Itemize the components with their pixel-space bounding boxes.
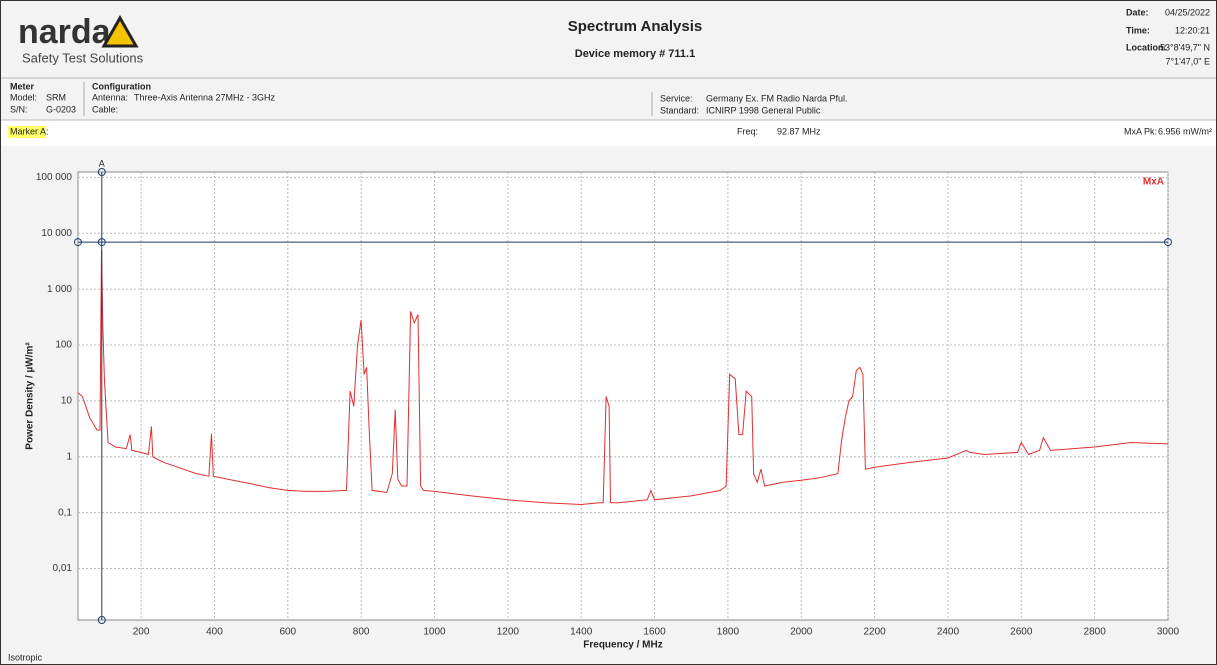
x-tick-label: 2600 (1010, 627, 1033, 638)
location-lon: 7°1'47,0" E (1165, 56, 1210, 66)
x-tick-label: 2200 (863, 627, 886, 638)
marker-handle (97, 616, 106, 624)
x-tick-label: 400 (206, 627, 223, 638)
model-label: Model: (10, 92, 37, 102)
x-tick-label: 800 (353, 627, 370, 638)
x-tick-label: 200 (133, 627, 150, 638)
x-tick-label: 1000 (423, 627, 446, 638)
marker-handle (74, 238, 82, 247)
y-tick-label: 1 (66, 451, 72, 462)
cable-label: Cable: (92, 104, 118, 114)
marker-label: A (99, 158, 105, 168)
x-tick-label: 2000 (790, 627, 813, 638)
marker-name: Marker A: (10, 126, 49, 136)
y-tick-label: 0,1 (58, 507, 72, 518)
location-label: Location: (1126, 42, 1167, 52)
marker-handle (97, 238, 106, 247)
marker-row (1, 120, 1216, 146)
x-tick-label: 600 (279, 627, 296, 638)
standard: ICNIRP 1998 General Public (706, 105, 821, 115)
title: Spectrum Analysis (568, 18, 703, 35)
antenna: Three-Axis Antenna 27MHz - 3GHz (134, 92, 276, 102)
y-tick-label: 0,01 (53, 563, 73, 574)
marker-highlight (8, 126, 46, 138)
x-tick-label: 1600 (643, 627, 666, 638)
y-tick-label: 1 000 (47, 284, 72, 295)
time-label: Time: (1126, 25, 1150, 35)
y-tick-label: 10 (61, 396, 73, 407)
standard-label: Standard: (660, 105, 699, 115)
config-heading: Configuration (92, 81, 151, 91)
marker-handle (97, 168, 106, 176)
service: Germany Ex. FM Radio Narda Pful. (706, 93, 848, 103)
location-lat: 53°8'49,7" N (1160, 42, 1210, 52)
model: SRM (46, 92, 66, 102)
logo: narda (18, 13, 112, 51)
x-tick-label: 1800 (717, 627, 740, 638)
x-tick-label: 2400 (937, 627, 960, 638)
date-label: Date: (1126, 7, 1149, 17)
x-tick-label: 2800 (1084, 627, 1107, 638)
subtitle: Device memory # 711.1 (575, 48, 695, 60)
y-tick-label: 10 000 (41, 228, 72, 239)
legend-entry: MxA (1143, 177, 1164, 188)
marker-handle (1164, 238, 1172, 247)
y-tick-label: 100 000 (36, 172, 73, 183)
x-tick-label: 1200 (497, 627, 520, 638)
meter-heading: Meter (10, 81, 35, 91)
peak-label: MxA Pk: (1124, 126, 1157, 136)
logo-triangle (101, 14, 139, 48)
tagline: Safety Test Solutions (22, 50, 144, 65)
x-tick-label: 3000 (1157, 627, 1180, 638)
trace (77, 250, 1169, 506)
x-axis-label: Frequency / MHz (583, 640, 662, 651)
y-tick-label: 100 (55, 340, 72, 351)
service-label: Service: (660, 93, 693, 103)
freq: 92.87 MHz (777, 126, 821, 136)
time: 12:20:21 (1175, 25, 1210, 35)
mode: Isotropic (8, 652, 43, 662)
sn-label: S/N: (10, 104, 28, 114)
peak: 6.956 mW/m² (1158, 126, 1212, 136)
date: 04/25/2022 (1165, 7, 1210, 17)
antenna-label: Antenna: (92, 92, 128, 102)
y-axis-label: Power Density / µW/m² (25, 342, 36, 450)
sn: G-0203 (46, 104, 76, 114)
x-tick-label: 1400 (570, 627, 593, 638)
plot-area (77, 171, 1169, 621)
freq-label: Freq: (737, 126, 758, 136)
